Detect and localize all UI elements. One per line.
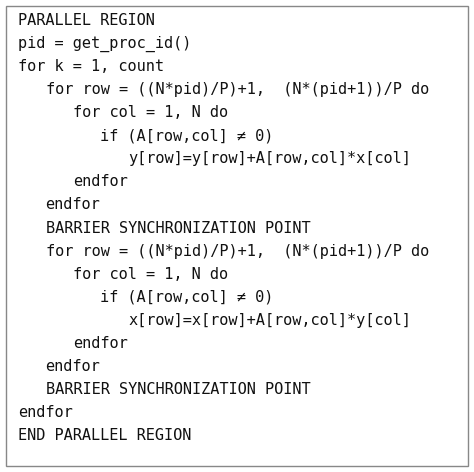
Text: for k = 1, count: for k = 1, count [18, 59, 164, 74]
Text: PARALLEL REGION: PARALLEL REGION [18, 13, 155, 28]
Text: for col = 1, N do: for col = 1, N do [73, 267, 228, 282]
Text: endfor: endfor [73, 175, 128, 189]
Text: endfor: endfor [46, 197, 100, 212]
Text: pid = get_proc_id(): pid = get_proc_id() [18, 36, 191, 52]
Text: BARRIER SYNCHRONIZATION POINT: BARRIER SYNCHRONIZATION POINT [46, 382, 310, 397]
Text: if (A[row,col] ≠ 0): if (A[row,col] ≠ 0) [100, 290, 274, 304]
Text: for col = 1, N do: for col = 1, N do [73, 105, 228, 120]
Text: if (A[row,col] ≠ 0): if (A[row,col] ≠ 0) [100, 128, 274, 143]
Text: BARRIER SYNCHRONIZATION POINT: BARRIER SYNCHRONIZATION POINT [46, 220, 310, 236]
Text: for row = ((N*pid)/P)+1,  (N*(pid+1))/P do: for row = ((N*pid)/P)+1, (N*(pid+1))/P d… [46, 82, 429, 97]
Text: END PARALLEL REGION: END PARALLEL REGION [18, 428, 191, 443]
FancyBboxPatch shape [6, 6, 468, 466]
Text: y[row]=y[row]+A[row,col]*x[col]: y[row]=y[row]+A[row,col]*x[col] [128, 152, 411, 167]
Text: x[row]=x[row]+A[row,col]*y[col]: x[row]=x[row]+A[row,col]*y[col] [128, 312, 411, 328]
Text: endfor: endfor [73, 336, 128, 351]
Text: for row = ((N*pid)/P)+1,  (N*(pid+1))/P do: for row = ((N*pid)/P)+1, (N*(pid+1))/P d… [46, 244, 429, 259]
Text: endfor: endfor [18, 405, 73, 420]
Text: endfor: endfor [46, 359, 100, 374]
